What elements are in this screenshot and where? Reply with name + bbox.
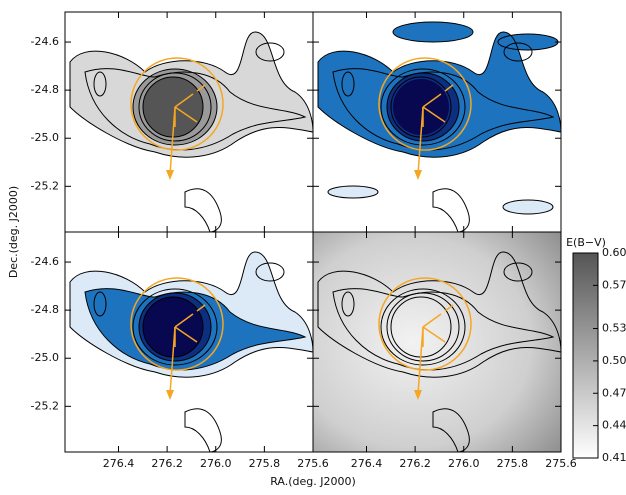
- y-tick-label: -24.8: [31, 83, 59, 96]
- panel-blue: [70, 252, 313, 452]
- colorbar-tick-label: 0.60: [602, 246, 626, 259]
- panel-gray: [70, 32, 313, 232]
- colorbar-tick-label: 0.53: [602, 322, 626, 335]
- x-tick-label: 275.8: [249, 457, 281, 470]
- x-tick-label: 276.2: [151, 457, 183, 470]
- panel-blue-noise: [318, 22, 561, 232]
- colorbar-tick-label: 0.41: [602, 451, 626, 464]
- y-tick-label: -25.0: [31, 131, 59, 144]
- x-tick-label: 276.4: [103, 457, 135, 470]
- y-tick-label: -25.2: [31, 399, 59, 412]
- x-tick-label: 276.0: [448, 457, 480, 470]
- colorbar-tick-label: 0.57: [602, 278, 626, 291]
- colorbar-tick-label: 0.44: [602, 419, 626, 432]
- y-tick-label: -25.2: [31, 179, 59, 192]
- colorbar: [573, 253, 598, 458]
- y-tick-label: -25.0: [31, 351, 59, 364]
- colorbar-title: E(B−V): [566, 236, 606, 249]
- y-tick-label: -24.6: [31, 35, 59, 48]
- colorbar-tick-label: 0.47: [602, 386, 626, 399]
- y-tick-label: -24.6: [31, 255, 59, 268]
- x-tick-label: 275.8: [497, 457, 529, 470]
- x-tick-label: 276.2: [399, 457, 431, 470]
- figure: E(B−V) RA.(deg. J2000) Dec.(deg. J2000) …: [0, 0, 626, 495]
- x-tick-label: 275.6: [297, 457, 329, 470]
- x-tick-label: 276.0: [200, 457, 232, 470]
- x-tick-label: 275.6: [545, 457, 577, 470]
- panel-extinction: [313, 232, 561, 452]
- x-axis-label: RA.(deg. J2000): [270, 475, 356, 488]
- colorbar-tick-label: 0.50: [602, 354, 626, 367]
- x-tick-label: 276.4: [351, 457, 383, 470]
- y-axis-label: Dec.(deg. J2000): [7, 186, 20, 278]
- y-tick-label: -24.8: [31, 303, 59, 316]
